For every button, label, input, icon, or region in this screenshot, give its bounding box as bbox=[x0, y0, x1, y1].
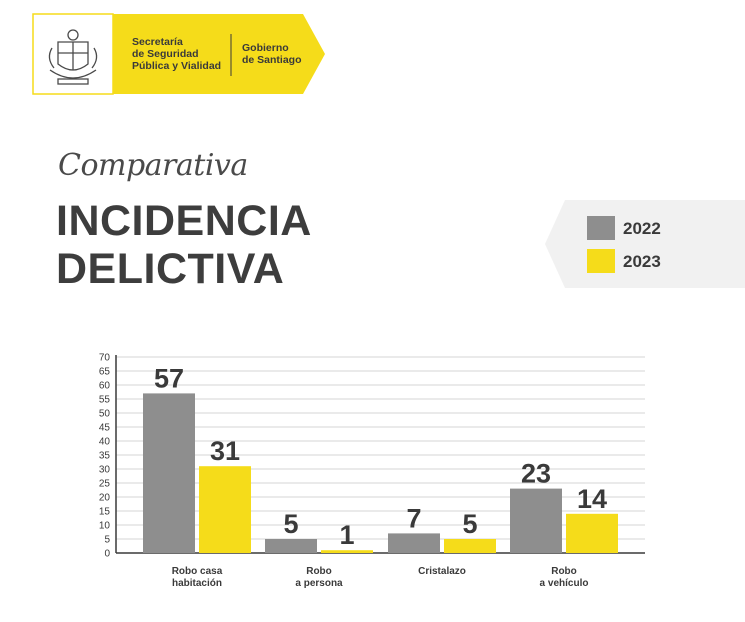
y-tick-label: 50 bbox=[99, 409, 111, 420]
y-tick-label: 10 bbox=[99, 521, 111, 532]
bar-2023 bbox=[566, 513, 618, 553]
banner-shapes bbox=[32, 13, 325, 95]
data-label: 23 bbox=[521, 459, 551, 489]
category-label: a vehículo bbox=[540, 578, 589, 589]
data-label: 5 bbox=[462, 509, 477, 539]
legend-label-2022: 2022 bbox=[623, 219, 661, 238]
coat-of-arms-icon bbox=[48, 29, 98, 85]
legend-swatch-2022 bbox=[587, 216, 615, 240]
category-label: Cristalazo bbox=[418, 566, 466, 577]
data-label: 5 bbox=[283, 509, 298, 539]
category-label: Robo casa bbox=[172, 566, 223, 577]
y-tick-label: 70 bbox=[99, 353, 111, 364]
category-label: habitación bbox=[172, 578, 222, 589]
bar-2022 bbox=[510, 488, 562, 553]
page-title-line-2: DELICTIVA bbox=[56, 245, 285, 293]
bar-2023 bbox=[321, 550, 373, 553]
page-subtitle: Comparativa bbox=[58, 148, 248, 183]
y-tick-label: 25 bbox=[99, 479, 111, 490]
data-label: 14 bbox=[577, 484, 607, 514]
bar-2022 bbox=[265, 539, 317, 553]
y-tick-label: 55 bbox=[99, 395, 111, 406]
legend-swatch-2023 bbox=[587, 249, 615, 273]
yellow-arrow-band bbox=[113, 14, 325, 94]
bar-2022 bbox=[143, 393, 195, 553]
data-label: 1 bbox=[339, 520, 354, 550]
y-tick-label: 20 bbox=[99, 493, 111, 504]
secretaria-line-1: Secretaría bbox=[132, 36, 183, 48]
secretaria-line-2: de Seguridad bbox=[132, 48, 199, 60]
category-label: Robo bbox=[306, 566, 332, 577]
category-label: a persona bbox=[295, 578, 343, 589]
secretaria-line-3: Pública y Vialidad bbox=[132, 60, 222, 72]
gobierno-line-2: de Santiago bbox=[242, 54, 302, 66]
data-label: 7 bbox=[406, 503, 421, 533]
y-tick-label: 45 bbox=[99, 423, 111, 434]
bar-2022 bbox=[388, 533, 440, 553]
data-label: 57 bbox=[154, 363, 184, 393]
y-tick-label: 5 bbox=[104, 535, 110, 546]
y-tick-label: 0 bbox=[104, 549, 110, 560]
y-tick-label: 40 bbox=[99, 437, 111, 448]
category-label: Robo bbox=[551, 566, 577, 577]
y-tick-label: 60 bbox=[99, 381, 111, 392]
data-label: 31 bbox=[210, 436, 240, 466]
y-tick-label: 35 bbox=[99, 451, 111, 462]
gobierno-line-1: Gobierno bbox=[242, 42, 289, 54]
y-tick-label: 30 bbox=[99, 465, 111, 476]
page-title-line-1: INCIDENCIA bbox=[56, 197, 312, 245]
bar-2023 bbox=[199, 466, 251, 553]
y-tick-label: 65 bbox=[99, 367, 111, 378]
y-tick-label: 15 bbox=[99, 507, 111, 518]
header-banner: Secretaría de Seguridad Pública y Vialid… bbox=[0, 0, 745, 105]
legend-label-2023: 2023 bbox=[623, 252, 661, 271]
bar-2023 bbox=[444, 539, 496, 553]
